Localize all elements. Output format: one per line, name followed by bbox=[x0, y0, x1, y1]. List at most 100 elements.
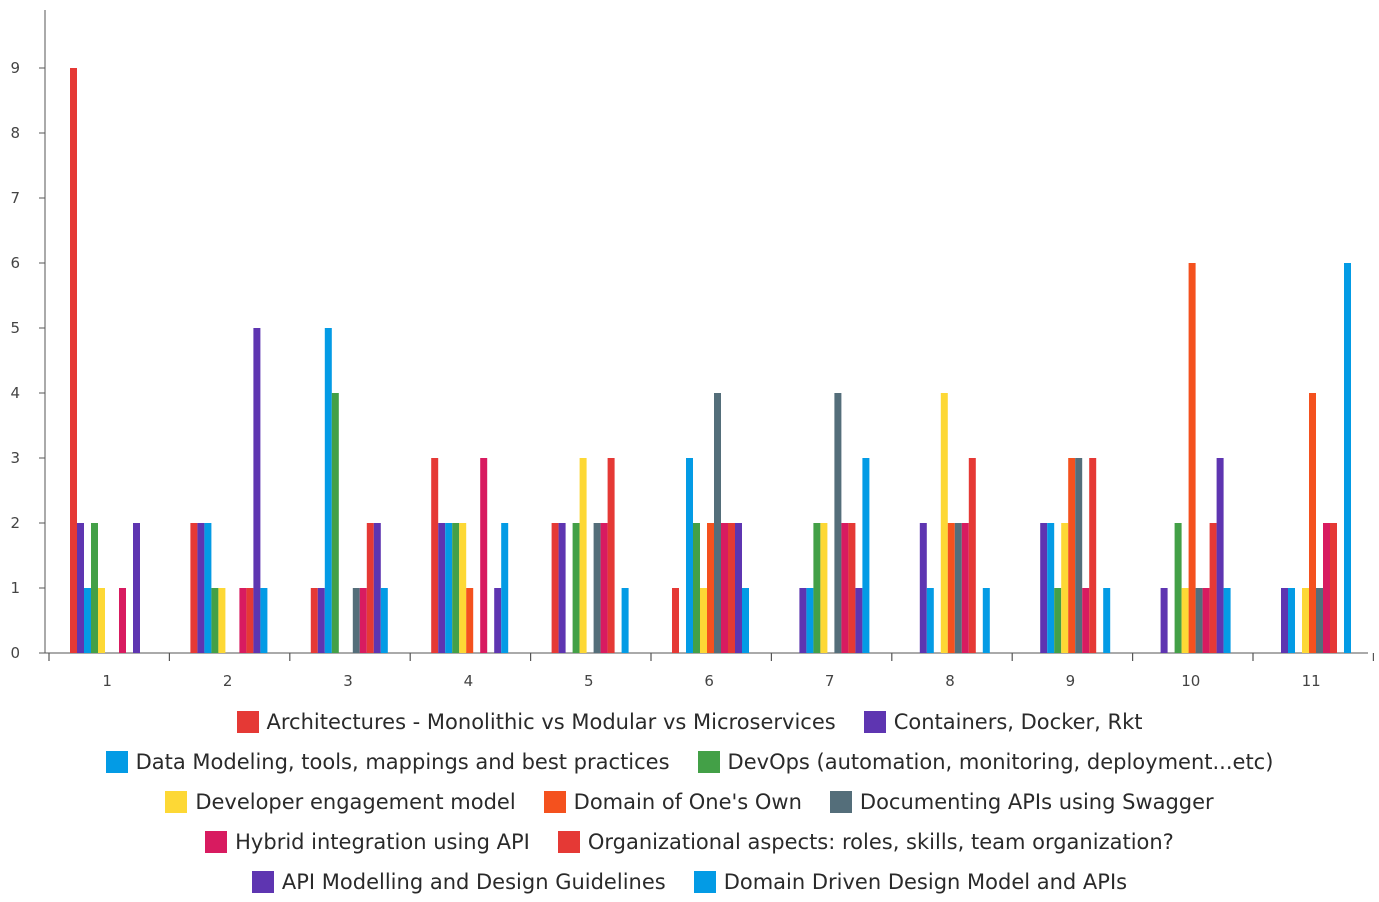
bar bbox=[218, 588, 226, 653]
bar bbox=[1309, 393, 1316, 653]
legend-item[interactable]: Documenting APIs using Swagger bbox=[829, 790, 1214, 814]
legend-swatch bbox=[251, 871, 274, 893]
x-tick-label: 7 bbox=[825, 672, 835, 690]
bar bbox=[1054, 588, 1062, 653]
bar bbox=[204, 523, 212, 653]
bar bbox=[310, 588, 318, 653]
bar bbox=[572, 523, 580, 653]
legend-label: DevOps (automation, monitoring, deployme… bbox=[727, 750, 1274, 774]
bar bbox=[1316, 588, 1323, 653]
bar bbox=[190, 523, 198, 653]
legend-label: API Modelling and Design Guidelines bbox=[281, 870, 666, 894]
legend-swatch bbox=[165, 791, 188, 813]
bar bbox=[480, 458, 488, 653]
bar bbox=[1181, 588, 1189, 653]
legend-item[interactable]: API Modelling and Design Guidelines bbox=[251, 870, 666, 894]
y-tick-label: 2 bbox=[10, 514, 20, 532]
bar bbox=[1089, 458, 1097, 653]
y-tick-label: 4 bbox=[10, 384, 20, 402]
bar bbox=[558, 523, 566, 653]
legend-label: Organizational aspects: roles, skills, t… bbox=[587, 830, 1174, 854]
bar bbox=[1160, 588, 1168, 653]
bar bbox=[947, 523, 955, 653]
legend-swatch bbox=[105, 751, 128, 773]
bar bbox=[672, 588, 679, 653]
bar bbox=[84, 588, 91, 653]
y-tick-label: 7 bbox=[10, 189, 20, 207]
bar bbox=[841, 523, 849, 653]
bar bbox=[982, 588, 990, 653]
legend-item[interactable]: DevOps (automation, monitoring, deployme… bbox=[697, 750, 1274, 774]
bar bbox=[1061, 523, 1069, 653]
legend-item[interactable]: Data Modeling, tools, mappings and best … bbox=[105, 750, 670, 774]
bar bbox=[834, 393, 842, 653]
bar bbox=[551, 523, 559, 653]
x-tick-label: 3 bbox=[343, 672, 353, 690]
bar bbox=[431, 458, 439, 653]
bar bbox=[1082, 588, 1090, 653]
bar bbox=[1202, 588, 1210, 653]
y-tick-label: 5 bbox=[10, 319, 20, 337]
legend-label: Documenting APIs using Swagger bbox=[859, 790, 1214, 814]
chart-tick-labels: 0 1 2 3 4 5 6 7 8 9 1 2 3 4 5 6 7 8 9 10 11 bbox=[10, 59, 1320, 690]
bar-chart: 0 1 2 3 4 5 6 7 8 9 1 2 3 4 5 6 7 8 9 10 11 bbox=[10, 10, 1375, 690]
legend-row: Hybrid integration using API Organizatio… bbox=[0, 822, 1379, 862]
x-tick-label: 11 bbox=[1302, 672, 1321, 690]
bar bbox=[714, 393, 721, 653]
legend-item[interactable]: Architectures - Monolithic vs Modular vs… bbox=[236, 710, 836, 734]
legend-row: Architectures - Monolithic vs Modular vs… bbox=[0, 702, 1379, 742]
bar bbox=[438, 523, 446, 653]
bar bbox=[862, 458, 870, 653]
bar bbox=[1330, 523, 1337, 653]
bar bbox=[366, 523, 374, 653]
x-tick-label: 1 bbox=[102, 672, 112, 690]
bar bbox=[855, 588, 863, 653]
legend-item[interactable]: Developer engagement model bbox=[165, 790, 516, 814]
bar bbox=[459, 523, 467, 653]
bar bbox=[1195, 588, 1203, 653]
bar bbox=[926, 588, 934, 653]
bar bbox=[954, 523, 962, 653]
bar bbox=[600, 523, 608, 653]
bar bbox=[98, 588, 105, 653]
legend-swatch bbox=[697, 751, 720, 773]
legend-item[interactable]: Domain of One's Own bbox=[543, 790, 802, 814]
bar bbox=[607, 458, 615, 653]
bar bbox=[820, 523, 828, 653]
bar bbox=[246, 588, 254, 653]
x-tick-label: 5 bbox=[584, 672, 594, 690]
legend-item[interactable]: Containers, Docker, Rkt bbox=[863, 710, 1143, 734]
bar bbox=[373, 523, 381, 653]
legend-item[interactable]: Hybrid integration using API bbox=[205, 830, 530, 854]
chart-bars bbox=[70, 68, 1351, 653]
bar bbox=[359, 588, 367, 653]
legend-label: Data Modeling, tools, mappings and best … bbox=[135, 750, 670, 774]
legend-item[interactable]: Domain Driven Design Model and APIs bbox=[693, 870, 1127, 894]
legend-item[interactable]: Organizational aspects: roles, skills, t… bbox=[557, 830, 1174, 854]
legend-swatch bbox=[693, 871, 716, 893]
bar bbox=[1288, 588, 1295, 653]
bar bbox=[1302, 588, 1309, 653]
bar bbox=[593, 523, 601, 653]
bar bbox=[1040, 523, 1048, 653]
legend-swatch bbox=[557, 831, 580, 853]
bar bbox=[806, 588, 814, 653]
bar bbox=[1047, 523, 1055, 653]
legend-swatch bbox=[236, 711, 259, 733]
bar bbox=[70, 68, 77, 653]
legend-swatch bbox=[205, 831, 228, 853]
bar bbox=[1188, 263, 1196, 653]
bar bbox=[961, 523, 969, 653]
bar bbox=[260, 588, 268, 653]
bar bbox=[848, 523, 856, 653]
x-tick-label: 8 bbox=[945, 672, 955, 690]
bar bbox=[331, 393, 339, 653]
bar bbox=[700, 588, 707, 653]
legend-label: Domain of One's Own bbox=[573, 790, 802, 814]
bar bbox=[466, 588, 474, 653]
legend-swatch bbox=[863, 711, 886, 733]
legend-label: Hybrid integration using API bbox=[235, 830, 530, 854]
bar bbox=[621, 588, 629, 653]
x-tick-label: 9 bbox=[1066, 672, 1076, 690]
bar bbox=[707, 523, 714, 653]
